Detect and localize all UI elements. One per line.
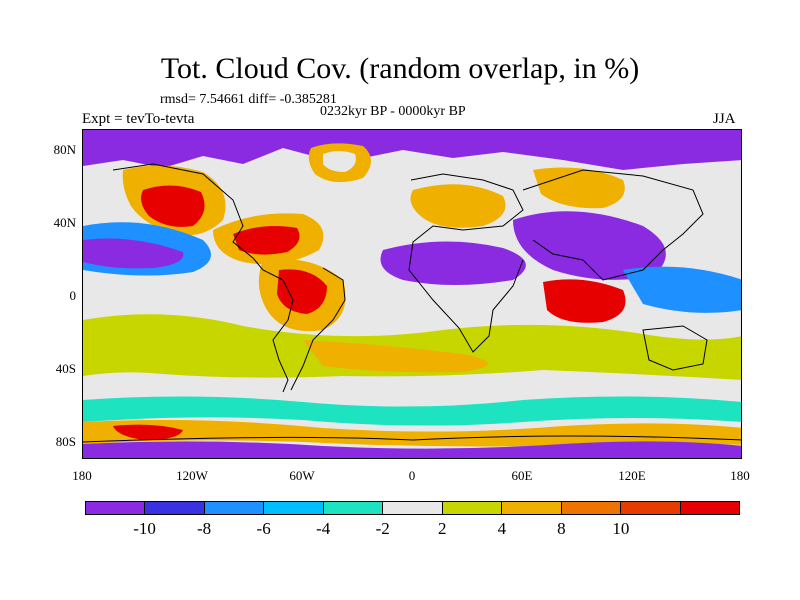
colorbar-label: -6	[256, 519, 271, 538]
atlantic-strong-increase	[233, 226, 300, 255]
antarctica-coastline	[83, 435, 741, 443]
south-atlantic-increase	[303, 340, 488, 373]
greenland-core	[323, 151, 356, 172]
colorbar	[85, 501, 740, 515]
asia-decrease	[513, 211, 666, 280]
figure-title: Tot. Cloud Cov. (random overlap, in %)	[160, 52, 640, 85]
colorbar-label: 8	[557, 519, 566, 538]
australia-coastline	[642, 325, 708, 371]
lat-tick-80n: 80N	[53, 142, 76, 157]
americas-coastline	[112, 163, 294, 393]
lon-tick-60w: 60W	[289, 468, 315, 483]
colorbar-swatch	[86, 502, 146, 514]
lon-tick-120w: 120W	[176, 468, 208, 483]
colorbar-swatch	[383, 502, 443, 514]
colorbar-label: -8	[196, 519, 212, 538]
season-label: JJA	[713, 111, 736, 127]
colorbar-swatch	[323, 502, 384, 514]
colorbar-swatch	[264, 502, 324, 514]
antarctic-decrease	[83, 441, 741, 458]
colorbar-swatch	[621, 502, 681, 514]
lat-tick-0: 0	[69, 288, 77, 303]
cloud-cover-map	[82, 129, 742, 459]
colorbar-swatch	[502, 502, 562, 514]
colorbar-swatch	[204, 502, 265, 514]
lon-tick-180-left: 180	[72, 468, 92, 483]
north-america-strong-increase	[141, 185, 205, 227]
europe-increase	[410, 184, 506, 228]
arctic-decrease	[83, 130, 741, 170]
amazon-strong-increase	[277, 269, 327, 314]
siberia-increase	[533, 167, 625, 209]
eurasia-africa-coastline	[408, 173, 524, 353]
colorbar-swatch	[145, 502, 205, 514]
south-america-east-coastline	[290, 267, 346, 391]
indian-ocean-strong-increase	[543, 279, 626, 323]
lat-tick-40n: 40N	[53, 215, 76, 230]
lat-tick-80s: 80S	[55, 434, 76, 449]
southern-ocean-increase	[83, 420, 741, 447]
lon-tick-0: 0	[408, 468, 416, 483]
lon-tick-180-right: 180	[730, 468, 750, 483]
colorbar-label: 4	[497, 519, 507, 538]
colorbar-label: -2	[375, 519, 390, 538]
asia-coastline	[522, 169, 704, 281]
colorbar-label: 10	[612, 519, 630, 538]
lon-tick-60e: 60E	[511, 468, 533, 483]
colorbar-swatch	[680, 502, 739, 514]
colorbar-label: -10	[133, 519, 156, 538]
colorbar-label: -4	[316, 519, 331, 538]
map-canvas	[83, 130, 741, 458]
southern-ocean-weak-decrease	[83, 396, 741, 426]
west-pacific-decrease	[623, 266, 741, 313]
southern-subtropics-increase	[83, 314, 741, 380]
colorbar-label: 2	[438, 519, 447, 538]
north-pacific-strong-decrease	[83, 238, 184, 269]
colorbar-swatch	[442, 502, 503, 514]
rmsd-diff-stats: rmsd= 7.54661 diff= -0.385281	[160, 92, 337, 107]
coastlines	[83, 163, 741, 443]
sahel-decrease	[380, 241, 526, 285]
lat-tick-40s: 40S	[55, 361, 76, 376]
lon-tick-120e: 120E	[618, 468, 646, 483]
experiment-label: Expt = tevTo-tevta	[82, 111, 195, 127]
southern-ocean-strong-increase	[113, 424, 183, 440]
colorbar-swatch	[561, 502, 622, 514]
time-period-label: 0232kyr BP - 0000kyr BP	[320, 104, 466, 119]
